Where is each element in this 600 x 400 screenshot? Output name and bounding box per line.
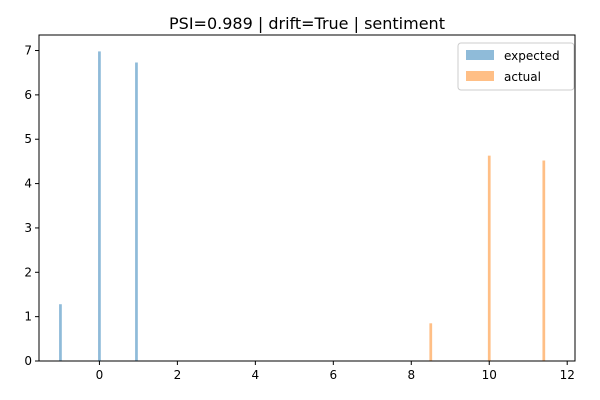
bar-actual-0 [429,323,433,361]
x-tick-label: 2 [174,368,182,382]
x-tick-label: 4 [252,368,260,382]
y-tick-label: 0 [24,354,32,368]
bar-expected-1 [98,51,101,361]
y-tick-label: 2 [24,265,32,279]
y-tick-label: 6 [24,88,32,102]
y-tick-label: 3 [24,221,32,235]
bar-actual-2 [542,160,546,361]
y-tick-label: 5 [24,132,32,146]
y-axis: 0 1 2 3 4 5 6 7 [24,44,39,368]
x-tick-label: 12 [560,368,575,382]
y-tick-label: 1 [24,310,32,324]
y-tick-label: 4 [24,177,32,191]
x-tick-label: 8 [407,368,415,382]
bar-expected-2 [135,62,138,361]
x-axis: 0 2 4 6 8 10 12 [96,361,575,382]
bar-actual-1 [487,155,491,361]
bar-expected-0 [59,304,62,361]
legend-label-actual: actual [504,70,541,84]
x-tick-label: 10 [482,368,497,382]
x-tick-label: 0 [96,368,104,382]
x-tick-label: 6 [329,368,337,382]
bars-layer [59,51,546,361]
y-tick-label: 7 [24,44,32,58]
legend-swatch-actual [466,71,494,81]
legend-label-expected: expected [504,49,560,63]
chart-title: PSI=0.989 | drift=True | sentiment [169,14,445,33]
legend: expected actual [457,42,575,91]
plot-frame [38,34,576,362]
legend-swatch-expected [466,50,494,60]
